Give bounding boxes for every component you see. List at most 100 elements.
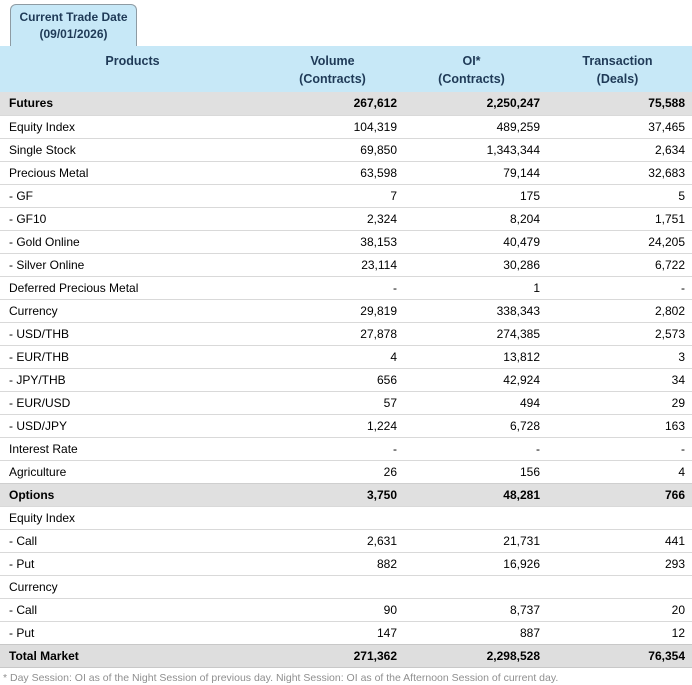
table-row: - Silver Online 23,114 30,286 6,722 <box>0 252 692 276</box>
table-row: Equity Index <box>0 505 692 529</box>
oi-cell: 489,259 <box>400 114 543 138</box>
tab-date: (09/01/2026) <box>39 27 108 41</box>
transaction-cell: 76,354 <box>543 643 692 668</box>
volume-cell: 90 <box>265 597 400 621</box>
table-row: Agriculture 26 156 4 <box>0 459 692 483</box>
table-row: Single Stock 69,850 1,343,344 2,634 <box>0 137 692 161</box>
transaction-cell: 2,802 <box>543 298 692 322</box>
product-cell: - JPY/THB <box>0 367 265 391</box>
volume-cell: 1,224 <box>265 413 400 437</box>
product-cell: Total Market <box>0 643 265 668</box>
column-label: Transaction <box>582 54 653 68</box>
product-cell: - Call <box>0 528 265 552</box>
oi-cell: 13,812 <box>400 344 543 368</box>
product-cell: Interest Rate <box>0 436 265 460</box>
table-row: Precious Metal 63,598 79,144 32,683 <box>0 160 692 184</box>
product-cell: Precious Metal <box>0 160 265 184</box>
volume-cell: 38,153 <box>265 229 400 253</box>
column-label: Products <box>105 54 160 68</box>
transaction-cell: 766 <box>543 482 692 506</box>
volume-cell: 2,324 <box>265 206 400 230</box>
oi-cell: 8,204 <box>400 206 543 230</box>
volume-cell: 147 <box>265 620 400 644</box>
column-sublabel: (Contracts) <box>438 72 505 86</box>
oi-cell: 1 <box>400 275 543 299</box>
oi-cell: 42,924 <box>400 367 543 391</box>
product-cell: - Call <box>0 597 265 621</box>
column-sublabel: (Deals) <box>596 72 639 86</box>
table-row: - Call 2,631 21,731 441 <box>0 528 692 552</box>
product-cell: - EUR/THB <box>0 344 265 368</box>
oi-cell: 48,281 <box>400 482 543 506</box>
product-cell: Options <box>0 482 265 506</box>
oi-cell <box>400 574 543 598</box>
transaction-cell: 37,465 <box>543 114 692 138</box>
volume-cell: 69,850 <box>265 137 400 161</box>
table-row: - EUR/USD 57 494 29 <box>0 390 692 414</box>
column-header-transaction: Transaction (Deals) <box>543 46 692 92</box>
table-row: - USD/THB 27,878 274,385 2,573 <box>0 321 692 345</box>
tab-current-trade-date[interactable]: Current Trade Date (09/01/2026) <box>10 4 137 46</box>
transaction-cell: 2,634 <box>543 137 692 161</box>
table-row: Futures 267,612 2,250,247 75,588 <box>0 92 692 115</box>
volume-cell: 23,114 <box>265 252 400 276</box>
volume-cell: 27,878 <box>265 321 400 345</box>
oi-cell: 887 <box>400 620 543 644</box>
oi-cell: 16,926 <box>400 551 543 575</box>
transaction-cell: 441 <box>543 528 692 552</box>
oi-cell: - <box>400 436 543 460</box>
table-body: Futures 267,612 2,250,247 75,588 Equity Inde… <box>0 92 692 668</box>
transaction-cell: 163 <box>543 413 692 437</box>
product-cell: - Put <box>0 620 265 644</box>
volume-cell: 3,750 <box>265 482 400 506</box>
volume-cell: 271,362 <box>265 643 400 668</box>
table-row: - GF10 2,324 8,204 1,751 <box>0 206 692 230</box>
transaction-cell: 4 <box>543 459 692 483</box>
transaction-cell: 75,588 <box>543 92 692 115</box>
transaction-cell: 1,751 <box>543 206 692 230</box>
table-row: Currency <box>0 574 692 598</box>
product-cell: - USD/THB <box>0 321 265 345</box>
table-header: Products Volume (Contracts) OI* (Contrac… <box>0 46 692 92</box>
transaction-cell: 293 <box>543 551 692 575</box>
oi-cell: 2,298,528 <box>400 643 543 668</box>
product-cell: - GF <box>0 183 265 207</box>
product-cell: - EUR/USD <box>0 390 265 414</box>
table-row: Equity Index 104,319 489,259 37,465 <box>0 114 692 138</box>
volume-cell: 26 <box>265 459 400 483</box>
volume-cell <box>265 505 400 529</box>
tab-title: Current Trade Date <box>19 10 128 24</box>
product-cell: - USD/JPY <box>0 413 265 437</box>
oi-cell: 8,737 <box>400 597 543 621</box>
column-label: OI* <box>462 54 481 68</box>
oi-cell: 79,144 <box>400 160 543 184</box>
transaction-cell: - <box>543 436 692 460</box>
volume-cell: 104,319 <box>265 114 400 138</box>
volume-cell: 882 <box>265 551 400 575</box>
column-sublabel: (Contracts) <box>299 72 366 86</box>
oi-cell: 494 <box>400 390 543 414</box>
oi-cell: 338,343 <box>400 298 543 322</box>
transaction-cell: 6,722 <box>543 252 692 276</box>
oi-cell: 40,479 <box>400 229 543 253</box>
product-cell: Currency <box>0 298 265 322</box>
transaction-cell: 3 <box>543 344 692 368</box>
product-cell: Futures <box>0 92 265 115</box>
transaction-cell: 20 <box>543 597 692 621</box>
transaction-cell: 29 <box>543 390 692 414</box>
volume-cell: 63,598 <box>265 160 400 184</box>
table-row: - Call 90 8,737 20 <box>0 597 692 621</box>
oi-cell <box>400 505 543 529</box>
oi-footnote: * Day Session: OI as of the Night Sessio… <box>3 671 559 684</box>
product-cell: - Gold Online <box>0 229 265 253</box>
table-row: - GF 7 175 5 <box>0 183 692 207</box>
market-summary-table: Products Volume (Contracts) OI* (Contrac… <box>0 46 692 668</box>
table-row: - Put 882 16,926 293 <box>0 551 692 575</box>
table-row: Options 3,750 48,281 766 <box>0 482 692 506</box>
column-header-products: Products <box>0 46 265 92</box>
oi-cell: 1,343,344 <box>400 137 543 161</box>
volume-cell: 4 <box>265 344 400 368</box>
transaction-cell: - <box>543 275 692 299</box>
oi-cell: 2,250,247 <box>400 92 543 115</box>
